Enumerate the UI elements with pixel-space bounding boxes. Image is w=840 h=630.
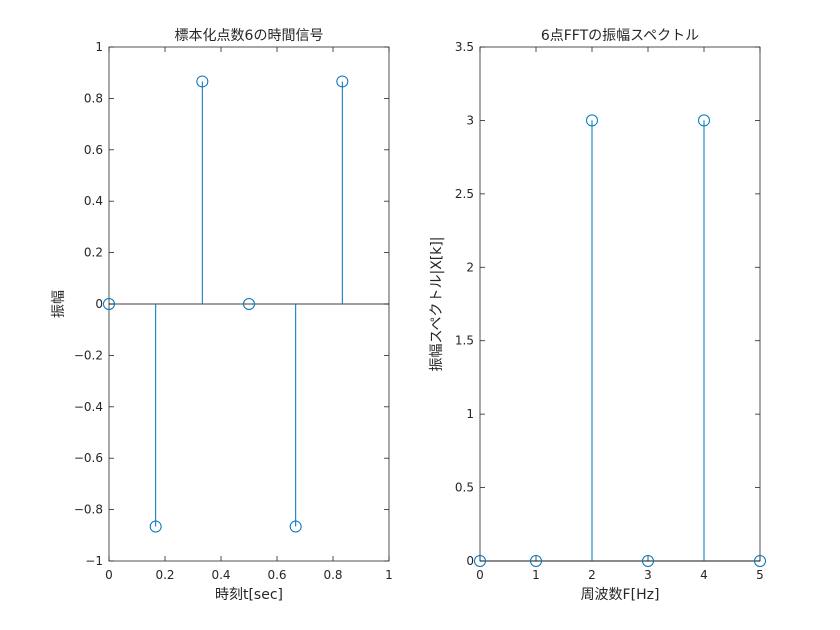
stem-marker [642, 555, 654, 567]
axes-box [479, 46, 761, 562]
y-tick-label: 0.5 [455, 481, 474, 495]
y-axis-label: 振幅スペクトル|X[k]| [429, 236, 445, 371]
stem-marker [474, 555, 486, 567]
x-tick-label: 5 [756, 568, 764, 582]
stem-marker [586, 114, 598, 127]
y-tick-label: 1.5 [455, 334, 474, 348]
y-tick-label: 2 [466, 260, 474, 274]
stem-marker [754, 555, 766, 567]
y-tick-label: 3 [466, 113, 474, 127]
y-tick-label: −0.8 [74, 503, 103, 517]
stem-marker [289, 520, 302, 533]
chart-title: 6点FFTの振幅スペクトル [541, 28, 699, 44]
x-tick-label: 0.2 [155, 568, 174, 582]
y-tick-label: 0.8 [84, 91, 103, 105]
stem-marker [103, 298, 115, 310]
y-tick-label: −1 [85, 554, 103, 568]
x-axis-label: 時刻t[sec] [215, 587, 283, 603]
stem-marker [196, 75, 209, 88]
y-tick-label: −0.4 [74, 400, 103, 414]
amplitude-spectrum-axes: 0 1 2 3 4 5 0 0.5 1 1.5 2 2.5 3 3.5 6点FFTの振幅スペクトル周波数F[… [429, 28, 766, 603]
y-tick-label: 0.2 [84, 246, 103, 260]
y-tick-label: 1 [466, 407, 474, 421]
y-tick-label: 0 [95, 297, 103, 311]
x-tick-label: 4 [700, 568, 708, 582]
time-signal-axes: 0 0.2 0.4 0.6 0.8 1 −1 −0.8 −0.6 −0.4 −0.2 0 0.2 0.4 0… [51, 28, 393, 603]
y-tick-label: −0.6 [74, 451, 103, 465]
y-axis-label: 振幅 [51, 290, 67, 318]
y-tick-label: 0 [466, 554, 474, 568]
y-tick-label: 1 [95, 40, 103, 54]
y-tick-label: 0.4 [84, 194, 103, 208]
stem-marker [530, 555, 542, 567]
stem-marker [149, 520, 162, 533]
stem-marker [243, 298, 255, 310]
x-axis-label: 周波数F[Hz] [581, 587, 660, 603]
x-tick-label: 0.8 [323, 568, 342, 582]
y-tick-label: 3.5 [455, 40, 474, 54]
x-tick-label: 0.6 [267, 568, 286, 582]
y-tick-label: 2.5 [455, 187, 474, 201]
x-tick-label: 0 [105, 568, 113, 582]
y-tick-label: −0.2 [74, 348, 103, 362]
stem-marker [698, 114, 710, 127]
x-tick-label: 2 [588, 568, 596, 582]
x-tick-label: 3 [644, 568, 652, 582]
x-tick-label: 0 [476, 568, 484, 582]
chart-title: 標本化点数6の時間信号 [175, 28, 324, 44]
stem-marker [336, 75, 349, 88]
x-tick-label: 1 [532, 568, 540, 582]
x-tick-label: 1 [385, 568, 393, 582]
y-tick-label: 0.6 [84, 143, 103, 157]
x-tick-label: 0.4 [211, 568, 230, 582]
